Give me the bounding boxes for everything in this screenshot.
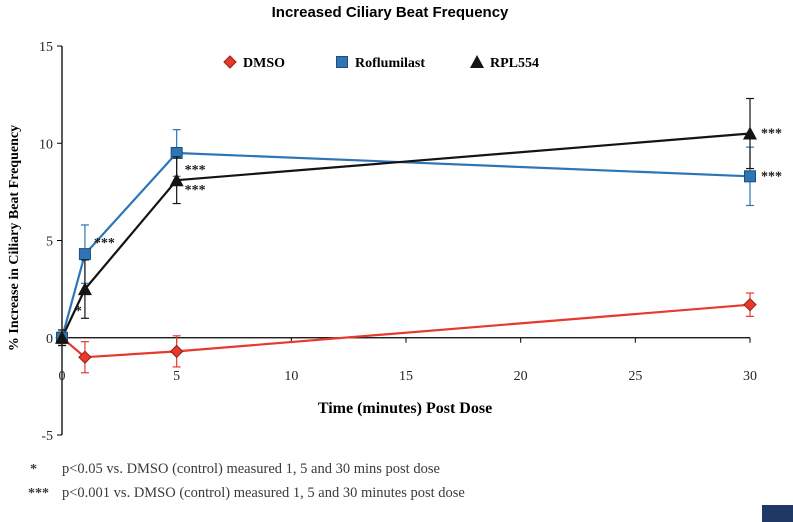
legend-diamond-icon — [223, 55, 237, 69]
significance-label: *** — [94, 236, 115, 251]
significance-label: *** — [761, 169, 782, 184]
y-tick-label: 5 — [46, 235, 53, 250]
significance-label: *** — [761, 127, 782, 142]
series-line-rpl554 — [61, 132, 751, 339]
chart-title: Increased Ciliary Beat Frequency — [272, 4, 509, 21]
significance-label: * — [75, 304, 82, 319]
y-tick-label: 10 — [39, 137, 53, 152]
legend: DMSO Roflumilast RPL554 — [223, 55, 539, 71]
triangle-marker-rpl554 — [55, 330, 69, 344]
legend-label-roflumilast: Roflumilast — [355, 56, 425, 71]
legend-triangle-icon — [470, 55, 484, 68]
footnote-2-marker: *** — [28, 486, 49, 501]
footnote-1-text: p<0.05 vs. DMSO (control) measured 1, 5 … — [62, 461, 440, 477]
corner-accent — [762, 505, 793, 522]
legend-label-dmso: DMSO — [243, 56, 285, 71]
triangle-marker-rpl554 — [743, 126, 757, 140]
footnotes: * p<0.05 vs. DMSO (control) measured 1, … — [28, 461, 465, 501]
diamond-marker-dmso — [743, 297, 757, 312]
x-tick-label: 20 — [514, 369, 528, 384]
significance-label: *** — [185, 183, 206, 198]
square-marker-roflumilast — [744, 170, 756, 183]
legend-square-icon — [336, 56, 348, 68]
y-tick-label: -5 — [41, 429, 53, 444]
x-tick-label: 15 — [399, 369, 413, 384]
x-tick-label: 5 — [173, 369, 180, 384]
x-axis-label: Time (minutes) Post Dose — [318, 400, 492, 417]
y-axis-label: % Increase in Ciliary Beat Frequency — [7, 125, 22, 351]
series-line-dmso — [61, 303, 751, 359]
triangle-marker-rpl554 — [169, 173, 184, 187]
diamond-marker-dmso — [78, 350, 92, 364]
series-line-roflumilast — [60, 151, 751, 339]
triangle-marker-rpl554 — [77, 282, 92, 296]
x-tick-label: 0 — [59, 369, 66, 384]
footnote-2-text: p<0.001 vs. DMSO (control) measured 1, 5… — [62, 485, 465, 501]
square-marker-roflumilast — [78, 248, 91, 261]
footnote-1-marker: * — [30, 462, 37, 477]
y-tick-label: 0 — [46, 332, 53, 347]
significance-label: *** — [185, 163, 206, 178]
y-tick-label: 15 — [39, 40, 53, 55]
diamond-marker-dmso — [169, 344, 184, 359]
legend-label-rpl554: RPL554 — [490, 56, 539, 71]
x-tick-label: 25 — [628, 369, 642, 384]
x-tick-label: 30 — [743, 369, 757, 384]
x-tick-label: 10 — [284, 369, 298, 384]
